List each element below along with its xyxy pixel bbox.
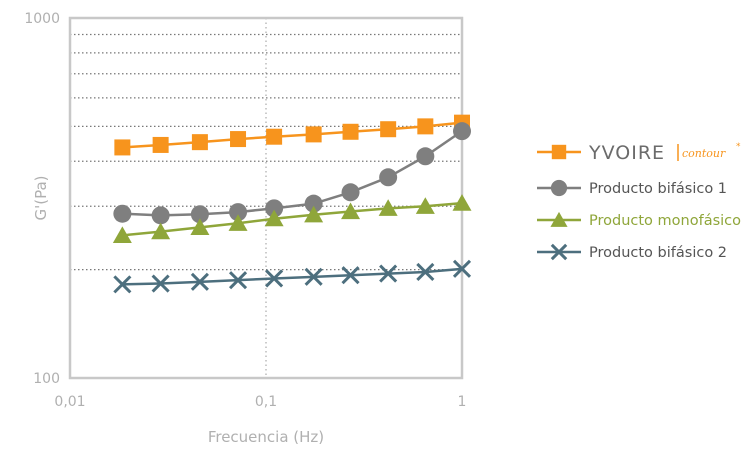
x-tick-label: 1 — [458, 394, 467, 410]
series-triangle — [112, 194, 472, 243]
data-point — [191, 134, 208, 151]
x-tick-label: 0,01 — [54, 394, 85, 410]
data-point — [265, 199, 284, 218]
data-point — [551, 144, 567, 160]
data-point — [229, 203, 248, 222]
series-square — [114, 114, 470, 156]
data-point — [550, 211, 568, 227]
series-line — [122, 121, 463, 149]
data-point — [341, 266, 360, 285]
data-point — [230, 131, 247, 148]
data-point — [113, 275, 132, 294]
data-point — [152, 136, 169, 153]
data-point — [452, 259, 472, 278]
legend-label: Producto bifásico 2 — [589, 245, 727, 261]
data-point — [415, 197, 435, 214]
data-point — [228, 271, 248, 290]
data-point — [416, 262, 435, 282]
data-point — [151, 274, 170, 293]
x-axis-title: Frecuencia (Hz) — [208, 428, 324, 446]
data-point — [550, 243, 568, 261]
x-tick-label: 0,1 — [255, 394, 277, 410]
data-point — [228, 214, 248, 231]
data-point — [341, 183, 360, 202]
data-point — [378, 199, 398, 216]
grid-lines — [70, 18, 462, 378]
legend-label: YVOIRE — [588, 142, 665, 164]
data-point — [190, 218, 210, 236]
series-layer — [112, 114, 472, 294]
data-point — [379, 264, 398, 283]
data-point — [112, 226, 132, 243]
legend-label: Producto monofásico — [589, 213, 741, 229]
data-point — [113, 204, 132, 223]
legend-item: Producto monofásico — [537, 211, 741, 229]
series-line — [122, 201, 463, 237]
data-point — [342, 123, 359, 140]
data-point — [416, 147, 435, 166]
axis-ticks: 0,01 0,1 1 100 1000 — [24, 11, 466, 410]
data-point — [190, 205, 209, 224]
data-point — [305, 126, 322, 143]
legend: YVOIRE contour * Producto bifásico 1 Product… — [537, 142, 741, 261]
data-point — [151, 222, 171, 240]
y-tick-label: 100 — [33, 371, 60, 387]
data-point — [151, 206, 170, 225]
series-line — [122, 130, 463, 217]
data-point — [417, 118, 434, 135]
data-point — [114, 139, 131, 156]
y-tick-label: 1000 — [24, 11, 60, 27]
series-x — [113, 259, 472, 294]
legend-label-suffix: contour — [682, 147, 726, 160]
y-axis-title: G'(Pa) — [32, 175, 50, 220]
data-point — [304, 194, 323, 213]
data-point — [266, 128, 283, 145]
data-point — [550, 179, 568, 197]
data-point — [379, 168, 398, 187]
legend-item: YVOIRE contour * — [537, 142, 741, 164]
series-line — [122, 267, 463, 286]
data-point — [453, 122, 471, 141]
data-point — [304, 205, 324, 223]
data-point — [341, 202, 361, 220]
data-point — [380, 121, 397, 138]
legend-label-mark: * — [736, 142, 741, 152]
legend-item: Producto bifásico 2 — [537, 243, 727, 261]
data-point — [190, 272, 209, 291]
data-point — [264, 209, 284, 227]
data-point — [304, 267, 323, 286]
legend-label: Producto bifásico 1 — [589, 181, 727, 197]
data-point — [265, 269, 284, 288]
series-circle — [113, 122, 471, 225]
data-point — [452, 194, 472, 211]
legend-item: Producto bifásico 1 — [537, 179, 727, 197]
